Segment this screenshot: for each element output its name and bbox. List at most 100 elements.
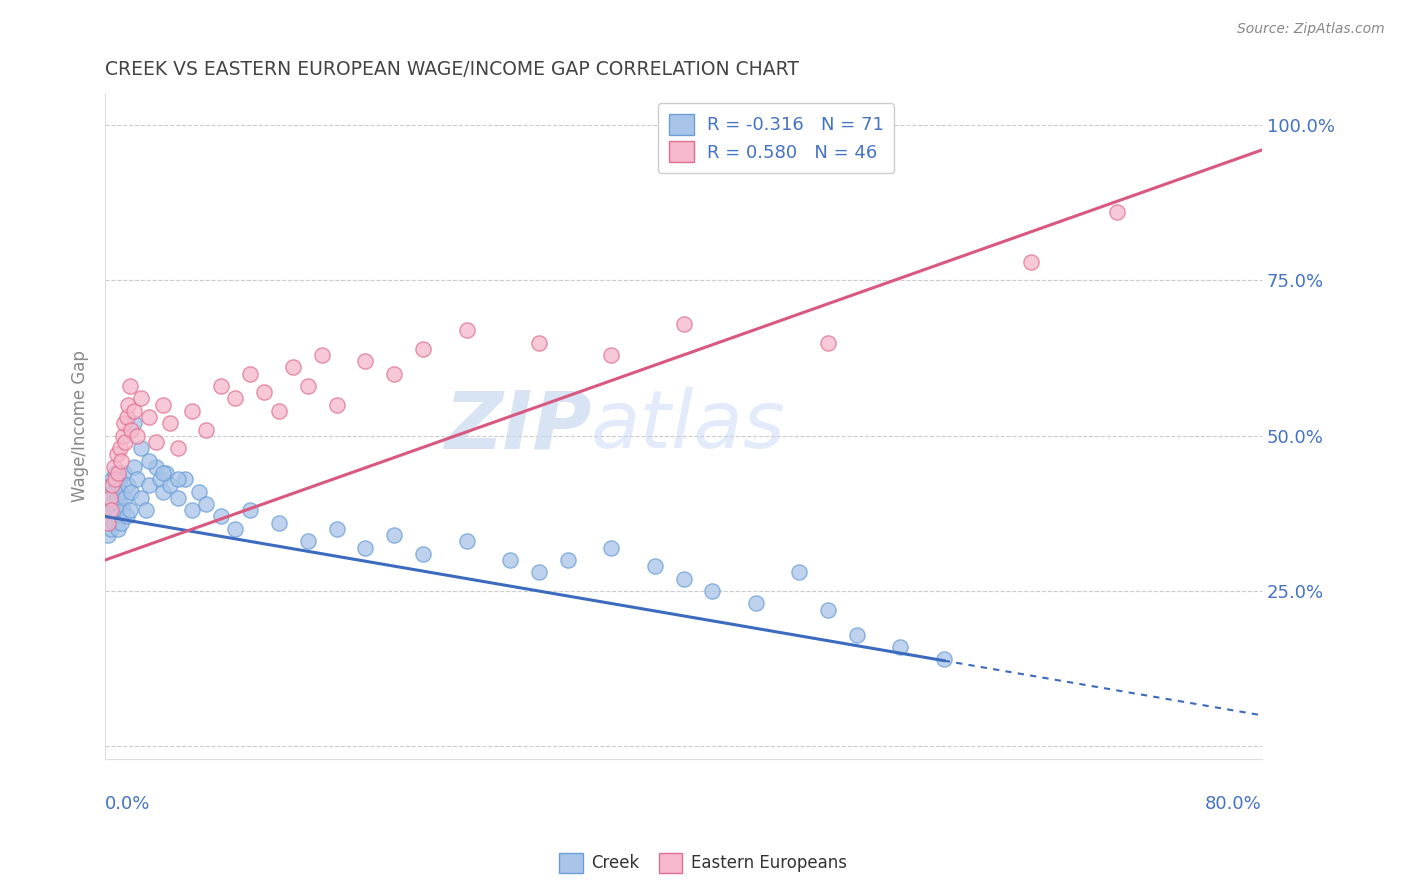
Point: [101, 478, 124, 492]
Point: [131, 392, 153, 406]
Point: [120, 484, 142, 499]
Point: [181, 404, 204, 418]
Point: [384, 528, 406, 542]
Point: [412, 547, 434, 561]
Legend: R = -0.316   N = 71, R = 0.580   N = 46: R = -0.316 N = 71, R = 0.580 N = 46: [658, 103, 894, 173]
Point: [97, 516, 120, 530]
Point: [107, 466, 129, 480]
Point: [932, 652, 955, 666]
Point: [114, 491, 136, 505]
Point: [600, 541, 623, 555]
Point: [159, 478, 181, 492]
Point: [103, 484, 125, 499]
Point: [117, 398, 139, 412]
Point: [110, 484, 132, 499]
Point: [138, 410, 160, 425]
Point: [672, 572, 695, 586]
Point: [111, 428, 134, 442]
Point: [600, 348, 623, 362]
Point: [209, 379, 232, 393]
Point: [100, 503, 122, 517]
Point: [195, 497, 218, 511]
Point: [125, 472, 148, 486]
Point: [108, 472, 131, 486]
Point: [166, 472, 188, 486]
Point: [98, 491, 121, 505]
Point: [195, 423, 218, 437]
Point: [1107, 205, 1129, 219]
Point: [297, 379, 319, 393]
Point: [98, 509, 121, 524]
Point: [105, 447, 128, 461]
Point: [181, 503, 204, 517]
Point: [108, 497, 131, 511]
Point: [101, 497, 124, 511]
Point: [253, 385, 276, 400]
Point: [152, 484, 174, 499]
Point: [152, 398, 174, 412]
Text: Source: ZipAtlas.com: Source: ZipAtlas.com: [1237, 22, 1385, 37]
Point: [131, 491, 153, 505]
Point: [107, 478, 129, 492]
Point: [412, 342, 434, 356]
Point: [354, 354, 377, 368]
Point: [311, 348, 333, 362]
Point: [152, 466, 174, 480]
Point: [103, 459, 125, 474]
Point: [103, 516, 125, 530]
Point: [117, 478, 139, 492]
Point: [118, 379, 141, 393]
Point: [188, 484, 211, 499]
Text: atlas: atlas: [591, 387, 786, 466]
Point: [114, 434, 136, 449]
Point: [155, 466, 177, 480]
Point: [145, 434, 167, 449]
Point: [101, 472, 124, 486]
Point: [557, 553, 579, 567]
Point: [325, 398, 347, 412]
Point: [166, 441, 188, 455]
Point: [100, 522, 122, 536]
Point: [110, 516, 132, 530]
Point: [166, 491, 188, 505]
Point: [527, 335, 550, 350]
Text: 0.0%: 0.0%: [105, 796, 150, 814]
Point: [105, 491, 128, 505]
Point: [100, 478, 122, 492]
Point: [672, 317, 695, 331]
Point: [239, 367, 262, 381]
Point: [644, 559, 666, 574]
Point: [499, 553, 522, 567]
Point: [115, 410, 138, 425]
Point: [115, 509, 138, 524]
Point: [527, 566, 550, 580]
Point: [384, 367, 406, 381]
Point: [112, 466, 135, 480]
Point: [817, 603, 839, 617]
Point: [817, 335, 839, 350]
Point: [456, 534, 478, 549]
Point: [104, 472, 127, 486]
Point: [138, 478, 160, 492]
Point: [846, 627, 869, 641]
Text: ZIP: ZIP: [444, 387, 591, 466]
Point: [105, 509, 128, 524]
Point: [283, 360, 305, 375]
Point: [297, 534, 319, 549]
Point: [239, 503, 262, 517]
Point: [107, 522, 129, 536]
Point: [125, 428, 148, 442]
Point: [120, 423, 142, 437]
Point: [1019, 254, 1042, 268]
Point: [104, 466, 127, 480]
Point: [787, 566, 810, 580]
Point: [98, 491, 121, 505]
Point: [97, 503, 120, 517]
Text: CREEK VS EASTERN EUROPEAN WAGE/INCOME GAP CORRELATION CHART: CREEK VS EASTERN EUROPEAN WAGE/INCOME GA…: [105, 60, 799, 78]
Point: [110, 453, 132, 467]
Point: [149, 472, 172, 486]
Point: [96, 516, 118, 530]
Point: [97, 528, 120, 542]
Point: [112, 417, 135, 431]
Point: [889, 640, 911, 654]
